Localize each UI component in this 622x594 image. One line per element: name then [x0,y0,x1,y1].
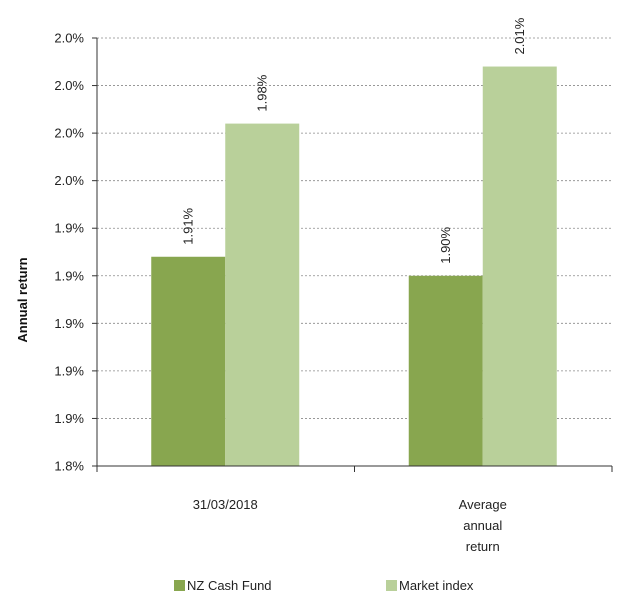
y-tick-label: 1.9% [54,316,84,331]
legend: NZ Cash Fund Market index [0,578,622,594]
x-category-label: return [466,539,500,554]
y-tick-label: 2.0% [54,31,84,46]
y-tick-label: 1.9% [54,411,84,426]
legend-item-nz-cash-fund: NZ Cash Fund [174,578,272,594]
axes [96,38,613,472]
x-category-label: annual [463,518,502,533]
y-tick-label: 1.9% [54,363,84,378]
y-tick-label: 2.0% [54,78,84,93]
y-tick-label: 2.0% [54,126,84,141]
bar-nz-cash-fund [151,256,226,466]
bars [151,66,557,467]
data-label: 1.98% [255,74,270,111]
x-category-label: Average [459,497,507,512]
legend-label-nz-cash-fund: NZ Cash Fund [187,578,272,593]
x-category-label: 31/03/2018 [193,497,258,512]
legend-item-market-index: Market index [386,578,473,594]
data-labels: 1.91% 1.98% 1.90% 2.01% [181,17,528,264]
bar-market-index [482,66,557,467]
y-tick-label: 1.8% [54,459,84,474]
legend-swatch-nz-cash-fund [174,580,185,591]
y-tick-label: 1.9% [54,221,84,236]
data-label: 2.01% [512,17,527,54]
bar-market-index [225,123,300,466]
category-labels: 31/03/2018 Average annual return [193,497,507,554]
data-label: 1.91% [181,207,196,244]
legend-label-market-index: Market index [399,578,474,593]
data-label: 1.90% [438,226,453,263]
y-tick-label: 2.0% [54,173,84,188]
y-axis-ticks: 2.0% 2.0% 2.0% 2.0% 1.9% 1.9% 1.9% 1.9% 1.9% 1.8% [54,31,97,474]
legend-swatch-market-index [386,580,397,591]
y-tick-label: 1.9% [54,268,84,283]
bar-nz-cash-fund [408,275,483,466]
annual-return-chart: 2.0% 2.0% 2.0% 2.0% 1.9% 1.9% 1.9% 1.9% 1.9% 1.8%… [15,17,613,554]
y-axis-title: Annual return [15,257,30,342]
